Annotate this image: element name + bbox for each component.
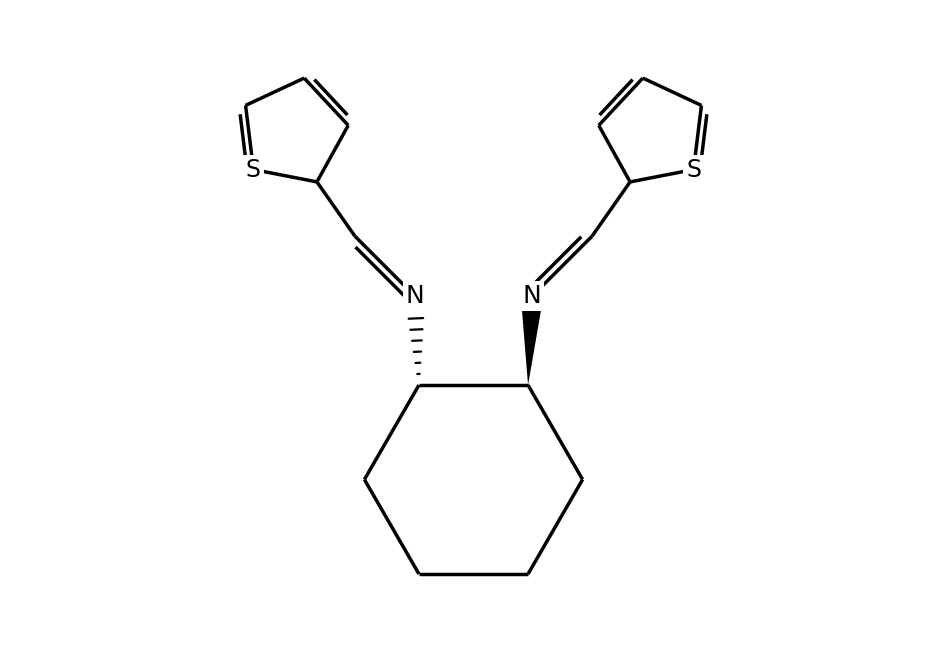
Polygon shape — [521, 295, 544, 385]
Text: S: S — [686, 158, 701, 181]
Text: N: N — [523, 284, 542, 308]
Text: N: N — [405, 284, 424, 308]
Text: S: S — [246, 158, 261, 181]
